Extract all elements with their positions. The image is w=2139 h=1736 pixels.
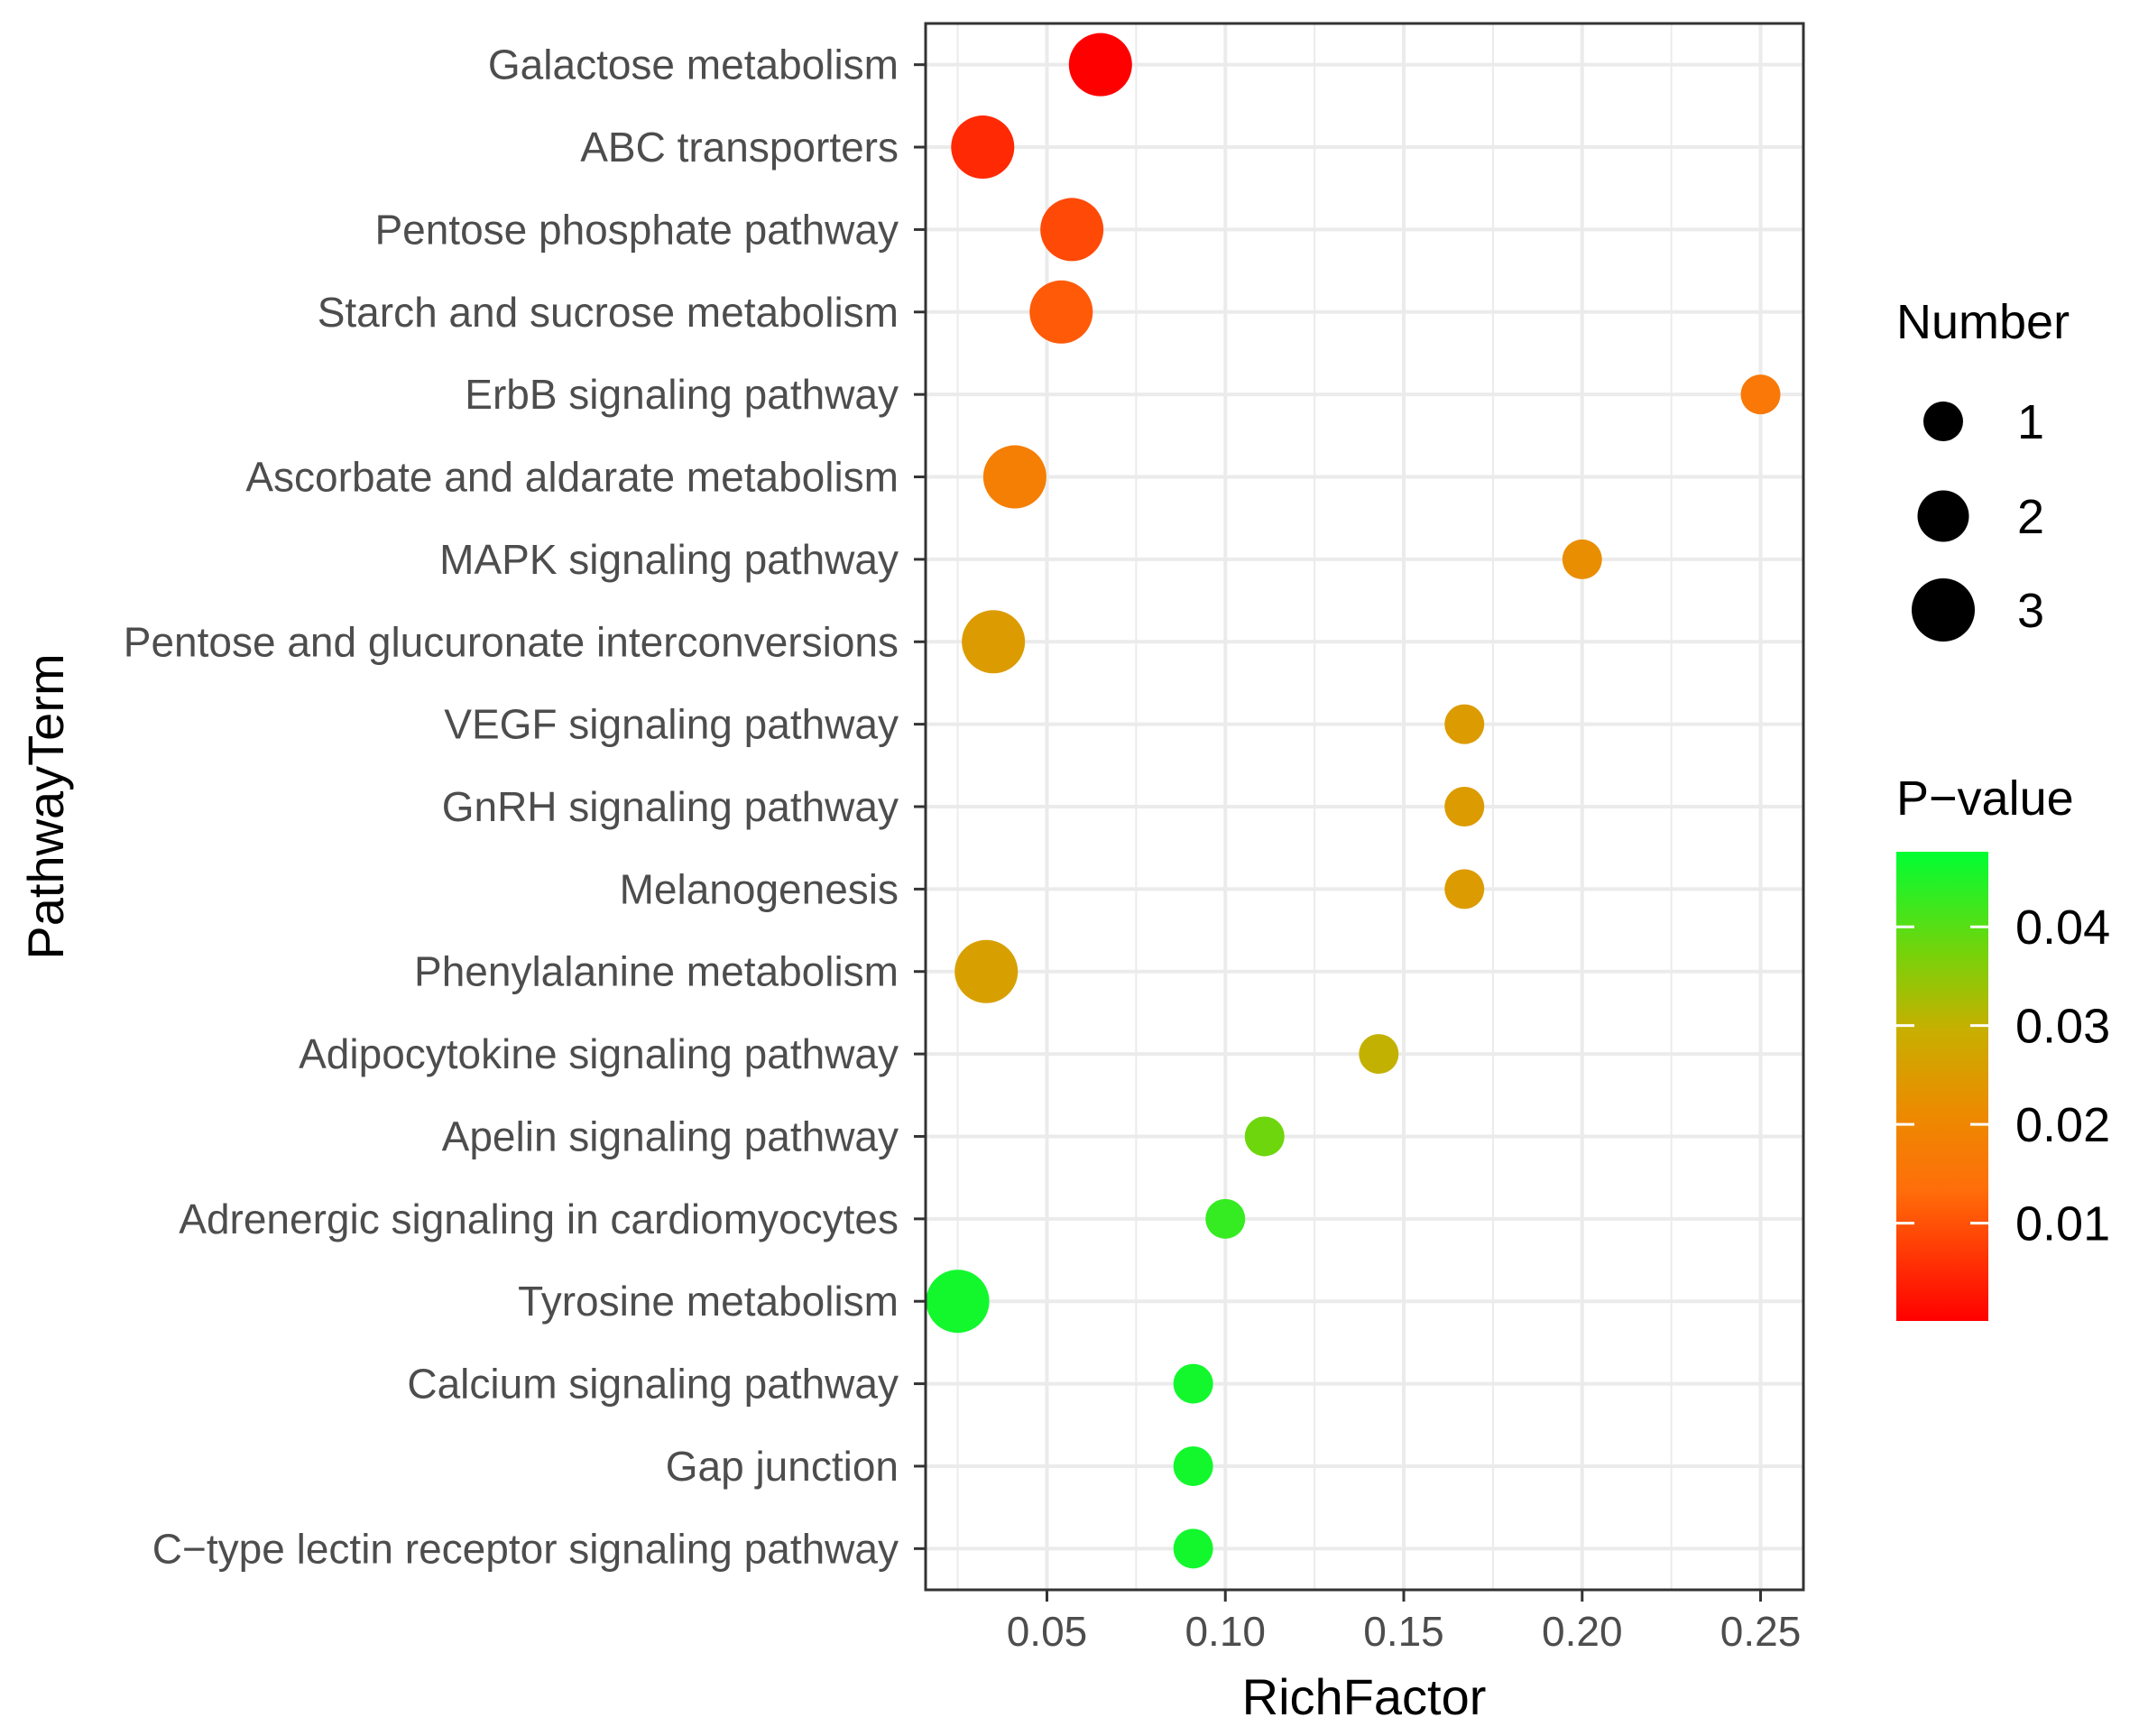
- point-apelin-signaling-pathway: [1244, 1116, 1285, 1157]
- color-legend-title: P−value: [1896, 771, 2074, 826]
- y-tick-label-adrenergic-signaling-in-cardiomyocytes: Adrenergic signaling in cardiomyocytes: [179, 1196, 899, 1242]
- x-tick-label: 0.25: [1720, 1608, 1802, 1655]
- size-legend: 1 2 3: [1912, 395, 2044, 642]
- point-adrenergic-signaling-in-cardiomyocytes: [1205, 1198, 1246, 1239]
- size-legend-label-2: 2: [2017, 490, 2044, 544]
- size-legend-key-1: [1923, 402, 1963, 441]
- size-legend-title: Number: [1896, 295, 2070, 349]
- color-legend-label: 0.02: [2015, 1098, 2110, 1152]
- y-tick-label-galactose-metabolism: Galactose metabolism: [488, 42, 899, 88]
- point-gnrh-signaling-pathway: [1444, 787, 1485, 826]
- x-tick-label: 0.15: [1363, 1608, 1444, 1655]
- y-tick-label-vegf-signaling-pathway: VEGF signaling pathway: [444, 701, 899, 748]
- color-legend-label: 0.03: [2015, 1000, 2110, 1054]
- y-tick-label-melanogenesis: Melanogenesis: [620, 865, 899, 912]
- point-calcium-signaling-pathway: [1173, 1363, 1213, 1404]
- y-tick-label-c-type-lectin-receptor-signaling-pathway: C−type lectin receptor signaling pathway: [152, 1525, 899, 1572]
- y-tick-label-ascorbate-and-aldarate-metabolism: Ascorbate and aldarate metabolism: [245, 454, 899, 501]
- color-legend-label: 0.04: [2015, 900, 2110, 955]
- y-tick-label-mapk-signaling-pathway: MAPK signaling pathway: [439, 536, 899, 583]
- y-tick-label-tyrosine-metabolism: Tyrosine metabolism: [518, 1278, 899, 1325]
- point-melanogenesis: [1444, 869, 1485, 910]
- y-tick-label-abc-transporters: ABC transporters: [580, 124, 899, 171]
- data-points: [926, 32, 1781, 1569]
- y-axis-ticks: Galactose metabolism ABC transporters Pent…: [124, 42, 926, 1572]
- x-axis-ticks: 0.05 0.10 0.15 0.20 0.25: [1007, 1590, 1802, 1655]
- size-legend-key-2: [1917, 490, 1969, 542]
- point-starch-and-sucrose-metabolism: [1029, 280, 1093, 344]
- y-tick-label-gnrh-signaling-pathway: GnRH signaling pathway: [442, 783, 899, 830]
- size-legend-label-3: 3: [2017, 584, 2044, 638]
- point-vegf-signaling-pathway: [1444, 704, 1485, 744]
- point-adipocytokine-signaling-pathway: [1359, 1034, 1399, 1075]
- x-tick-label: 0.05: [1007, 1608, 1088, 1655]
- y-tick-label-pentose-phosphate-pathway: Pentose phosphate pathway: [374, 206, 899, 253]
- color-legend-label: 0.01: [2015, 1197, 2110, 1251]
- size-legend-label-1: 1: [2017, 395, 2044, 449]
- point-c-type-lectin-receptor-signaling-pathway: [1173, 1528, 1213, 1569]
- point-galactose-metabolism: [1068, 32, 1132, 97]
- color-legend-bar: [1896, 852, 1988, 1321]
- y-tick-label-gap-junction: Gap junction: [666, 1443, 899, 1490]
- point-pentose-and-glucuronate-interconversions: [962, 610, 1026, 674]
- plot-panel-border: [924, 22, 1805, 1592]
- x-tick-label: 0.20: [1542, 1608, 1623, 1655]
- point-abc-transporters: [951, 115, 1015, 180]
- point-gap-junction: [1173, 1445, 1213, 1486]
- y-tick-label-erbb-signaling-pathway: ErbB signaling pathway: [465, 371, 899, 418]
- y-tick-label-apelin-signaling-pathway: Apelin signaling pathway: [442, 1113, 899, 1159]
- y-tick-label-starch-and-sucrose-metabolism: Starch and sucrose metabolism: [318, 289, 899, 336]
- point-phenylalanine-metabolism: [954, 939, 1019, 1003]
- y-tick-label-phenylalanine-metabolism: Phenylalanine metabolism: [414, 948, 899, 995]
- y-tick-label-calcium-signaling-pathway: Calcium signaling pathway: [407, 1361, 899, 1408]
- y-tick-label-adipocytokine-signaling-pathway: Adipocytokine signaling pathway: [299, 1030, 899, 1077]
- point-mapk-signaling-pathway: [1562, 539, 1602, 579]
- point-pentose-phosphate-pathway: [1040, 198, 1104, 262]
- color-legend-ticks: 0.04 0.03 0.02 0.01: [1896, 900, 2110, 1251]
- y-tick-label-pentose-and-glucuronate-interconversions: Pentose and glucuronate interconversions: [124, 618, 899, 665]
- point-erbb-signaling-pathway: [1740, 374, 1781, 415]
- x-axis-title: RichFactor: [1242, 1668, 1487, 1725]
- grid-lines: [926, 23, 1803, 1590]
- point-ascorbate-and-aldarate-metabolism: [982, 445, 1046, 509]
- x-tick-label: 0.10: [1185, 1608, 1266, 1655]
- y-axis-title: PathwayTerm: [17, 653, 74, 959]
- point-tyrosine-metabolism: [926, 1270, 990, 1334]
- size-legend-key-3: [1912, 578, 1975, 642]
